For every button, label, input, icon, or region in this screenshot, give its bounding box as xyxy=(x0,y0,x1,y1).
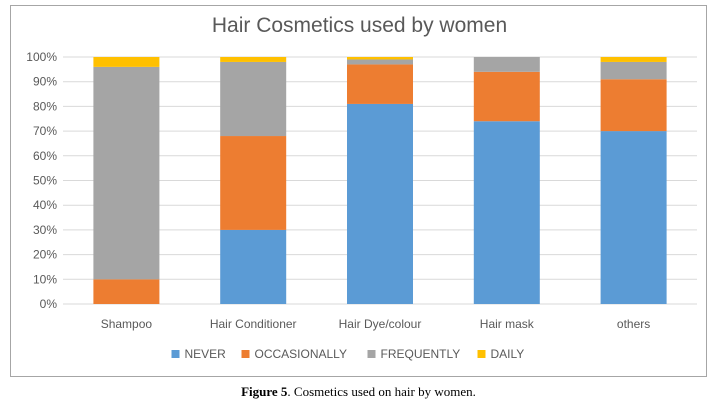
y-tick-label: 50% xyxy=(33,174,57,188)
legend-swatch xyxy=(241,350,250,358)
y-tick-label: 0% xyxy=(40,297,58,311)
bar-segment-occasionally xyxy=(347,64,413,104)
figure-caption-text: . Cosmetics used on hair by women. xyxy=(287,384,476,399)
figure-label: Figure 5 xyxy=(241,384,288,399)
y-tick-label: 30% xyxy=(33,223,57,237)
stacked-bar-chart: 0% 10% 20% 30% 40% 50% 60% 70% 80% 90% 100% Shampoo… xyxy=(26,50,697,361)
x-tick-label: Hair mask xyxy=(480,317,535,331)
chart-title: Hair Cosmetics used by women xyxy=(211,14,508,37)
y-tick-label: 40% xyxy=(33,198,57,212)
y-tick-label: 20% xyxy=(33,248,57,262)
bar-segment-daily xyxy=(220,57,287,62)
legend-label: FREQUENTLY xyxy=(381,347,461,361)
legend-label: DAILY xyxy=(491,347,525,361)
bar-segment-daily xyxy=(600,57,667,62)
y-tick-label: 10% xyxy=(33,272,57,286)
bar-segment-occasionally xyxy=(220,136,287,230)
x-tick-label: others xyxy=(617,317,650,331)
legend-swatch xyxy=(171,350,180,358)
bar-segment-frequently xyxy=(473,57,540,72)
bar-segment-occasionally xyxy=(93,279,160,304)
y-tick-label: 60% xyxy=(33,149,57,163)
bar-segment-never xyxy=(600,131,667,304)
y-tick-label: 90% xyxy=(33,75,57,89)
y-tick-label: 100% xyxy=(26,50,57,64)
legend-swatch xyxy=(367,350,376,358)
x-tick-label: Shampoo xyxy=(101,317,153,331)
y-tick-label: 70% xyxy=(33,124,57,138)
x-tick-label: Hair Dye/colour xyxy=(339,317,422,331)
bar-segment-frequently xyxy=(220,61,287,137)
bar-segment-occasionally xyxy=(473,71,540,122)
bar-segment-frequently xyxy=(347,59,413,65)
bar-segment-occasionally xyxy=(600,79,667,132)
bar-segment-never xyxy=(347,103,413,305)
y-tick-label: 80% xyxy=(33,99,57,113)
bar-segment-daily xyxy=(347,57,413,60)
legend-swatch xyxy=(477,350,486,358)
bar-segment-never xyxy=(220,229,287,304)
bar-segment-daily xyxy=(93,57,160,67)
bar-segment-frequently xyxy=(600,61,667,80)
x-tick-label: Hair Conditioner xyxy=(210,317,297,331)
legend-label: NEVER xyxy=(185,347,227,361)
bar-segment-frequently xyxy=(93,66,160,280)
figure-caption: Figure 5. Cosmetics used on hair by wome… xyxy=(0,384,717,400)
bar-segment-never xyxy=(473,121,540,304)
chart-frame: Hair Cosmetics used by women 0% 10% 20% 30%… xyxy=(10,5,707,377)
legend-label: OCCASIONALLY xyxy=(255,347,347,361)
